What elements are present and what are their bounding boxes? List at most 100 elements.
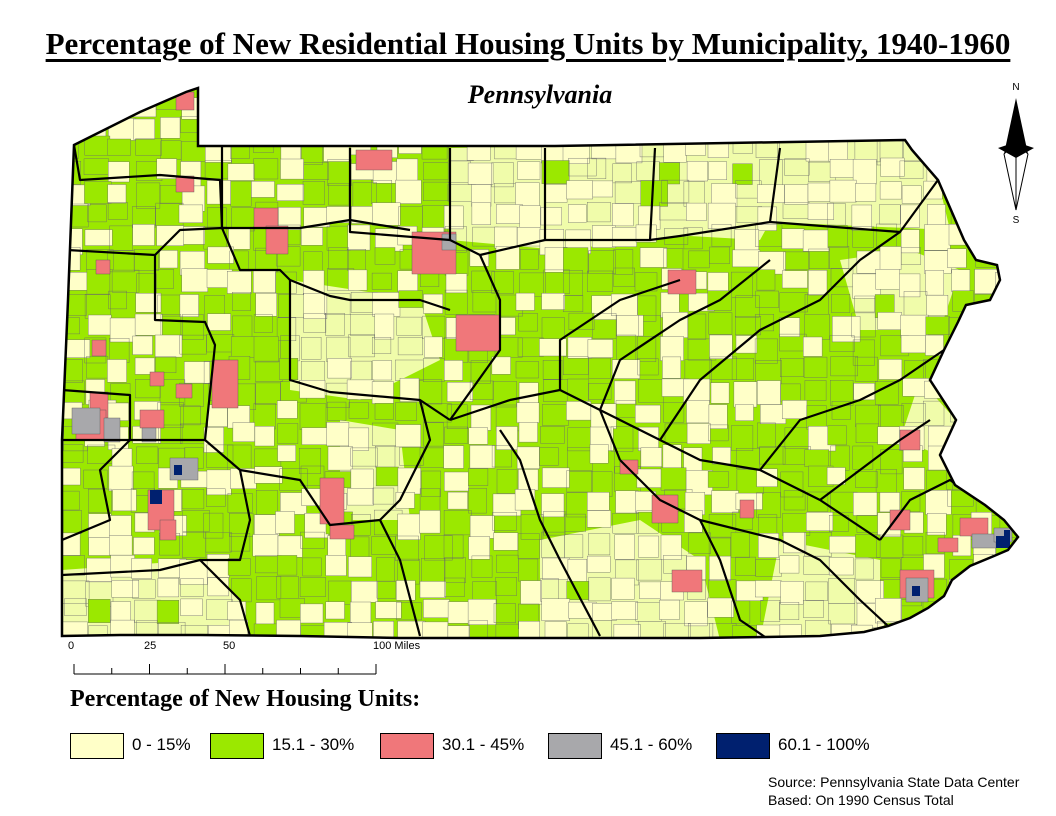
municipality-cell [784, 158, 810, 176]
municipality-cell [328, 247, 349, 270]
municipality-cell [659, 599, 680, 620]
municipality-cell [563, 247, 589, 274]
municipality-cell [972, 622, 1001, 638]
county-boundary-5 [649, 147, 782, 242]
municipality-cell [688, 623, 714, 638]
municipality-cell [62, 467, 81, 486]
municipality-cell [853, 97, 877, 124]
municipality-cell [660, 93, 688, 112]
municipality-cell [587, 555, 611, 573]
municipality-cell [951, 182, 973, 209]
municipality-cell [468, 620, 488, 638]
municipality-cell [540, 207, 562, 226]
municipality-cell [851, 204, 873, 231]
municipality-cell [615, 490, 639, 514]
municipality-cell [949, 559, 973, 580]
municipality-cell [544, 621, 567, 638]
municipality-cell [735, 335, 758, 354]
municipality-cell [206, 469, 232, 496]
county-boundary-12 [239, 468, 422, 637]
municipality-cell [109, 317, 137, 343]
municipality-cell [493, 532, 519, 551]
municipality-cell [899, 273, 921, 298]
municipality-cell [925, 490, 952, 515]
pink-municipality-25 [889, 509, 911, 531]
municipality-cell [854, 295, 875, 313]
municipality-cell [496, 426, 518, 450]
municipality-cell [443, 534, 464, 559]
municipality-cell [803, 600, 824, 618]
county-boundary-20 [659, 231, 901, 441]
municipality-cell [180, 598, 203, 616]
municipality-cell [758, 93, 778, 119]
municipality-cell [636, 468, 662, 488]
municipality-cell [947, 602, 967, 628]
municipality-cell [733, 381, 757, 408]
municipality-cell [827, 225, 848, 248]
municipality-cell [996, 338, 1018, 361]
municipality-cell [879, 181, 902, 200]
municipality-cell [856, 114, 876, 133]
municipality-cell [253, 158, 279, 180]
municipality-cell [395, 535, 419, 561]
municipality-cell [975, 469, 995, 494]
municipality-cell [683, 115, 709, 142]
municipality-cell [517, 533, 540, 559]
municipality-cell [827, 425, 847, 446]
municipality-cell [395, 179, 422, 204]
compass-arrow-icon [998, 98, 1034, 211]
municipality-cell [111, 580, 140, 598]
municipality-cell [588, 250, 616, 275]
county-boundary-22 [558, 278, 681, 390]
municipality-cell [423, 119, 445, 140]
municipality-cell [807, 491, 829, 512]
north-arrow: N S [992, 80, 1040, 230]
municipality-cell [518, 558, 539, 582]
municipality-cell [399, 92, 426, 118]
municipality-cell [207, 313, 231, 331]
municipality-cell [87, 488, 112, 513]
municipality-cell [468, 488, 487, 514]
municipality-cell [779, 624, 802, 638]
municipality-cell [303, 313, 327, 333]
municipality-cell [640, 180, 668, 207]
municipality-cell [901, 247, 922, 265]
municipality-cell [350, 447, 378, 467]
municipality-cell [564, 534, 584, 558]
municipality-cell [971, 445, 1000, 471]
municipality-cell [399, 117, 424, 136]
municipality-cell [277, 555, 298, 576]
municipality-cell [327, 446, 353, 471]
legend-swatch-60-100 [716, 733, 770, 759]
municipality-cell [805, 581, 829, 601]
municipality-cell [160, 117, 181, 139]
municipality-cell [156, 158, 177, 179]
municipality-cell [827, 115, 851, 137]
municipality-cell [612, 227, 637, 247]
municipality-cell [568, 204, 587, 223]
municipality-cell [520, 580, 542, 605]
municipality-cell [924, 224, 951, 251]
municipality-cell [491, 356, 511, 375]
municipality-cell [371, 381, 394, 404]
municipality-cell [424, 97, 451, 121]
county-boundary-2 [348, 148, 452, 242]
county-boundary-26 [62, 439, 131, 542]
municipality-cell [230, 336, 258, 358]
municipality-cell [277, 423, 299, 444]
county-boundary-17 [619, 459, 766, 638]
municipality-cell [62, 490, 80, 511]
municipality-cell [803, 336, 823, 357]
municipality-cell [496, 554, 519, 573]
municipality-cell [180, 405, 201, 426]
municipality-cell [588, 383, 612, 400]
municipality-cell [928, 117, 954, 139]
municipality-cell [808, 248, 830, 269]
municipality-cell [301, 337, 322, 360]
municipality-cell [902, 536, 924, 556]
municipality-cell [779, 317, 800, 337]
municipality-cell [950, 337, 970, 360]
municipality-cell [755, 290, 779, 308]
municipality-cell [372, 487, 395, 505]
pink-municipality-1 [355, 149, 393, 171]
